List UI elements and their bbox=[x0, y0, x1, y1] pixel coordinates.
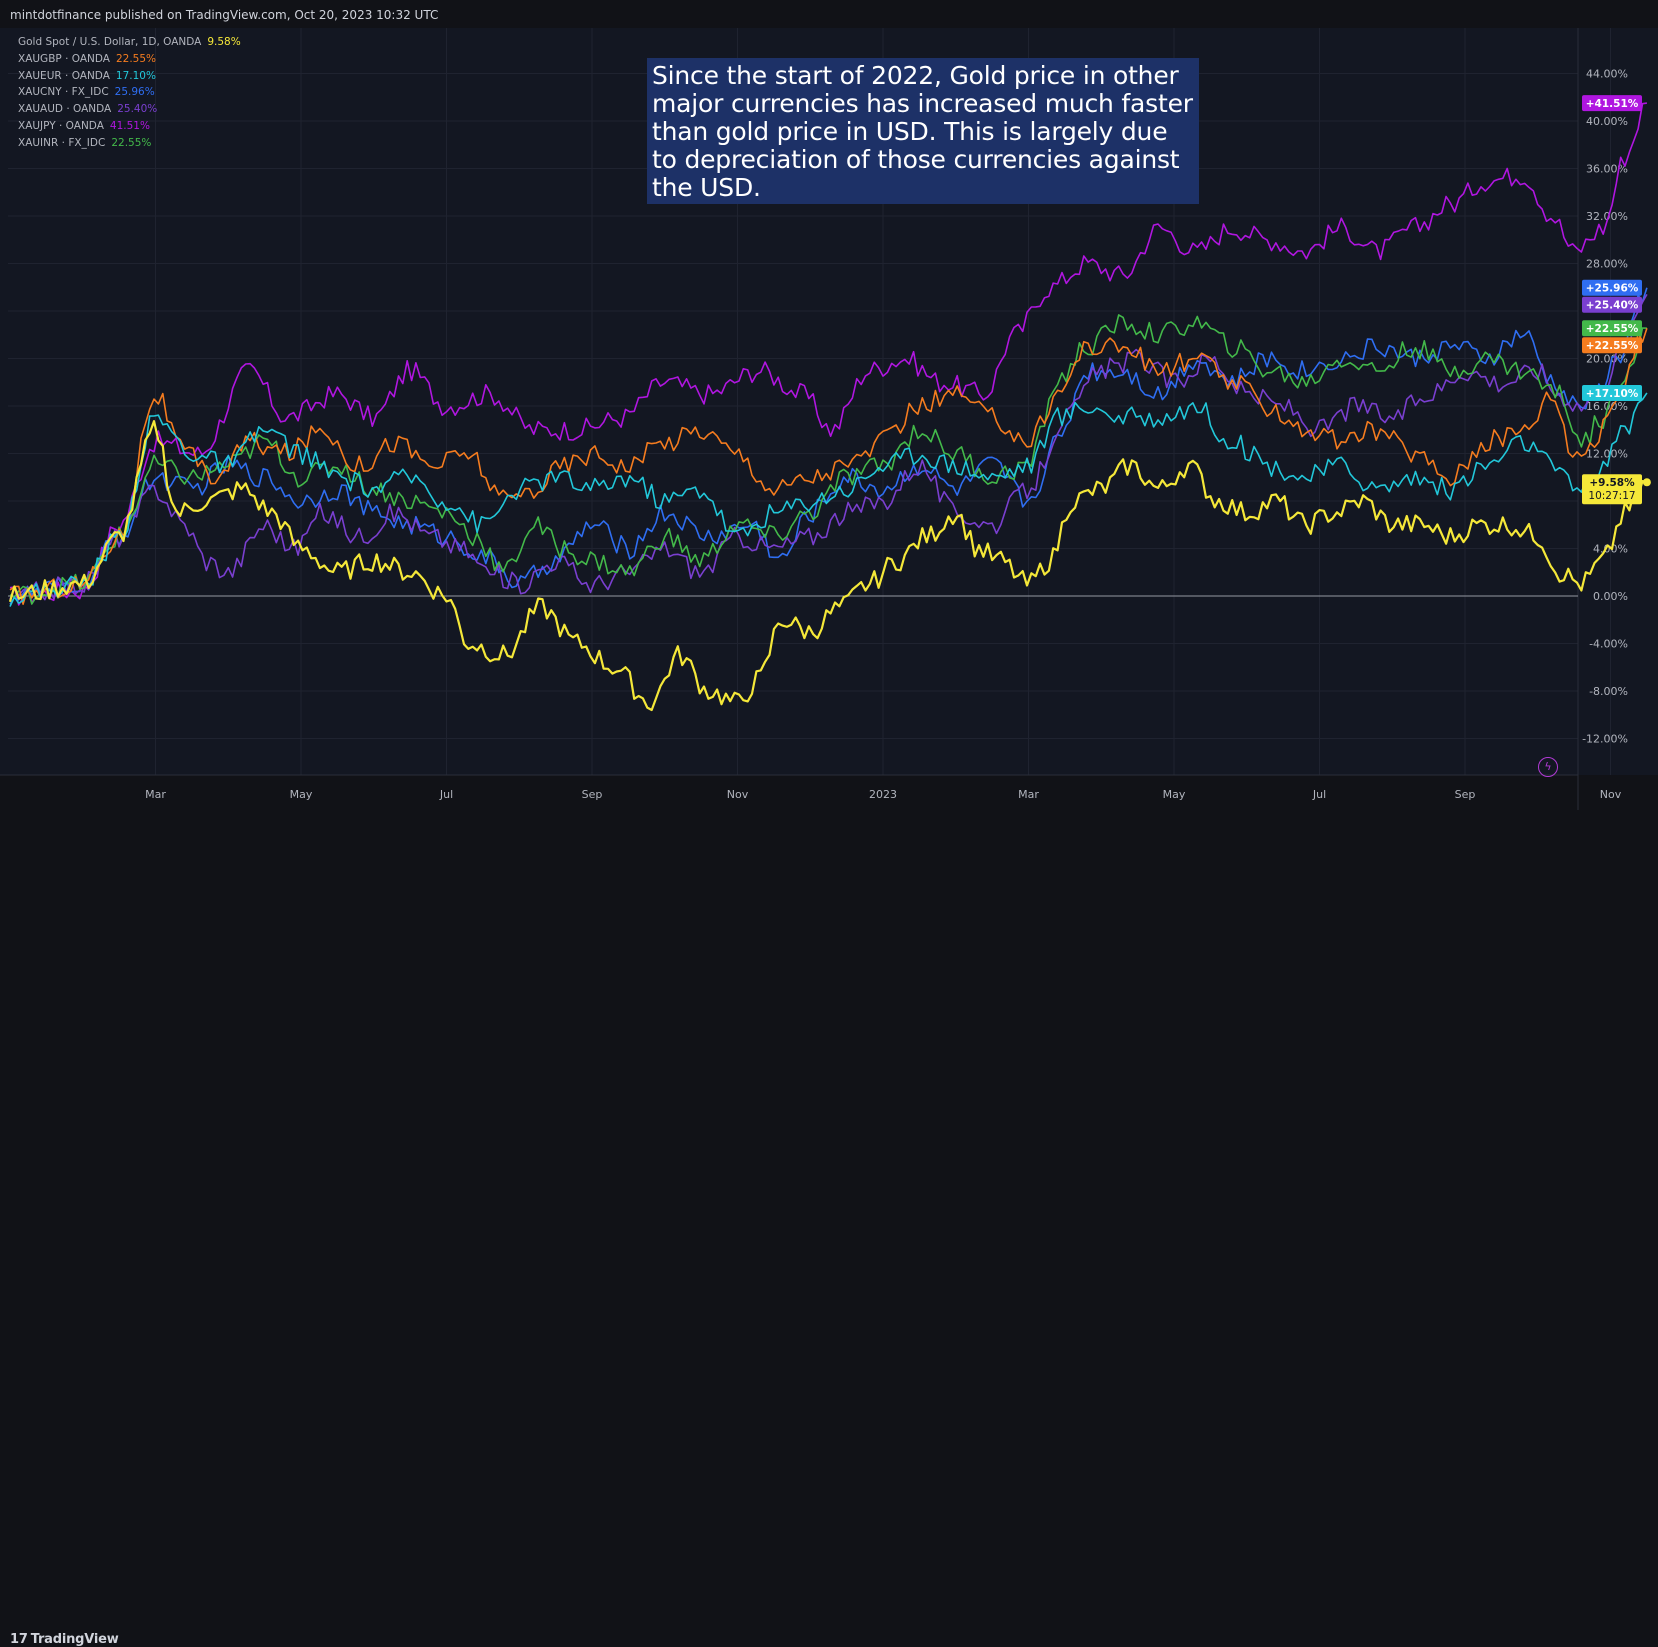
x-tick-label: Jul bbox=[439, 788, 453, 801]
x-tick-label: Mar bbox=[145, 788, 166, 801]
legend-value: 25.40% bbox=[117, 103, 158, 116]
legend-value: 25.96% bbox=[114, 86, 155, 99]
legend-item[interactable]: XAUAUD · OANDA 25.40% bbox=[18, 101, 241, 118]
chart-canvas[interactable]: 44.00%40.00%36.00%32.00%28.00%20.00%16.0… bbox=[0, 0, 1658, 812]
y-tick-label: 20.00% bbox=[1586, 353, 1628, 366]
y-tick-label: 40.00% bbox=[1586, 115, 1628, 128]
legend-label: XAUAUD · OANDA bbox=[18, 103, 112, 116]
y-tick-label: 28.00% bbox=[1586, 258, 1628, 271]
y-tick-label: 0.00% bbox=[1593, 590, 1628, 603]
legend-label: XAUGBP · OANDA bbox=[18, 52, 110, 65]
last-price-dot bbox=[1642, 478, 1651, 487]
series-line bbox=[8, 420, 1648, 712]
last-value-badge bbox=[1582, 337, 1642, 354]
last-value-label: +22.55% bbox=[1586, 323, 1639, 335]
last-value-label: +22.55% bbox=[1586, 340, 1639, 352]
legend-label: XAUJPY · OANDA bbox=[18, 119, 104, 132]
tradingview-brand: TradingView bbox=[30, 1632, 119, 1647]
series-line bbox=[9, 294, 1648, 601]
y-tick-label: 36.00% bbox=[1586, 163, 1628, 176]
chart-annotation: Since the start of 2022, Gold price in o… bbox=[647, 58, 1199, 204]
series-line bbox=[9, 392, 1648, 607]
publish-bar: mintdotfinance published on TradingView.… bbox=[0, 0, 1658, 28]
x-tick-label: Sep bbox=[582, 788, 603, 801]
y-tick-label: 44.00% bbox=[1586, 68, 1628, 81]
last-value-badge bbox=[1582, 320, 1642, 337]
last-value-label: +41.51% bbox=[1586, 98, 1639, 110]
tradingview-logo[interactable]: 17 TradingView bbox=[10, 1632, 119, 1647]
x-tick-label: May bbox=[290, 788, 313, 801]
x-tick-label: Mar bbox=[1018, 788, 1039, 801]
legend-item[interactable]: XAUJPY · OANDA 41.51% bbox=[18, 118, 241, 135]
series-line bbox=[9, 102, 1648, 606]
legend-item[interactable]: XAUCNY · FX_IDC 25.96% bbox=[18, 84, 241, 101]
last-value-badge bbox=[1582, 384, 1642, 401]
published-text: mintdotfinance published on TradingView.… bbox=[10, 8, 439, 22]
legend-item[interactable]: XAUEUR · OANDA 17.10% bbox=[18, 68, 241, 85]
last-value-label: +25.40% bbox=[1586, 300, 1639, 312]
legend-label: XAUINR · FX_IDC bbox=[18, 136, 106, 149]
footer-bar: 17 TradingView bbox=[0, 812, 1658, 1647]
legend-item[interactable]: XAUGBP · OANDA 22.55% bbox=[18, 51, 241, 68]
legend-label: XAUEUR · OANDA bbox=[18, 69, 110, 82]
x-tick-label: May bbox=[1163, 788, 1186, 801]
legend-value: 22.55% bbox=[111, 136, 152, 149]
x-tick-label: Jul bbox=[1312, 788, 1326, 801]
y-tick-label: 12.00% bbox=[1586, 448, 1628, 461]
x-tick-label: Sep bbox=[1455, 788, 1476, 801]
legend-label: XAUCNY · FX_IDC bbox=[18, 86, 109, 99]
y-tick-label: -12.00% bbox=[1582, 733, 1628, 746]
series-line bbox=[9, 314, 1647, 605]
last-value-badge bbox=[1582, 296, 1642, 313]
tradingview-mark-icon: 17 bbox=[10, 1632, 28, 1647]
legend-value: 41.51% bbox=[109, 119, 150, 132]
y-tick-label: -8.00% bbox=[1589, 685, 1628, 698]
y-tick-label: -4.00% bbox=[1589, 638, 1628, 651]
x-tick-label: Nov bbox=[1600, 788, 1622, 801]
legend-item[interactable]: XAUINR · FX_IDC 22.55% bbox=[18, 135, 241, 152]
last-value-label: +17.10% bbox=[1586, 388, 1639, 400]
x-tick-label: Nov bbox=[727, 788, 749, 801]
y-tick-label: 32.00% bbox=[1586, 210, 1628, 223]
last-value-label: +25.96% bbox=[1586, 283, 1639, 295]
legend-label: Gold Spot / U.S. Dollar, 1D, OANDA bbox=[18, 36, 202, 48]
x-tick-label: 2023 bbox=[869, 788, 897, 801]
legend-item[interactable]: Gold Spot / U.S. Dollar, 1D, OANDA 9.58% bbox=[18, 34, 241, 51]
lightning-icon[interactable]: ϟ bbox=[1538, 757, 1558, 777]
legend-value: 22.55% bbox=[115, 52, 156, 65]
last-value-badge bbox=[1582, 279, 1642, 296]
last-value-badge bbox=[1582, 474, 1642, 505]
legend-value: 17.10% bbox=[115, 69, 156, 82]
last-value-label: +9.58% bbox=[1589, 477, 1635, 489]
series-line bbox=[9, 287, 1648, 605]
legend-value: 9.58% bbox=[207, 36, 241, 48]
last-value-badge bbox=[1582, 95, 1642, 112]
series-line bbox=[9, 327, 1648, 605]
series-legend: Gold Spot / U.S. Dollar, 1D, OANDA 9.58% X… bbox=[18, 34, 241, 152]
countdown-label: 10:27:17 bbox=[1588, 490, 1635, 502]
